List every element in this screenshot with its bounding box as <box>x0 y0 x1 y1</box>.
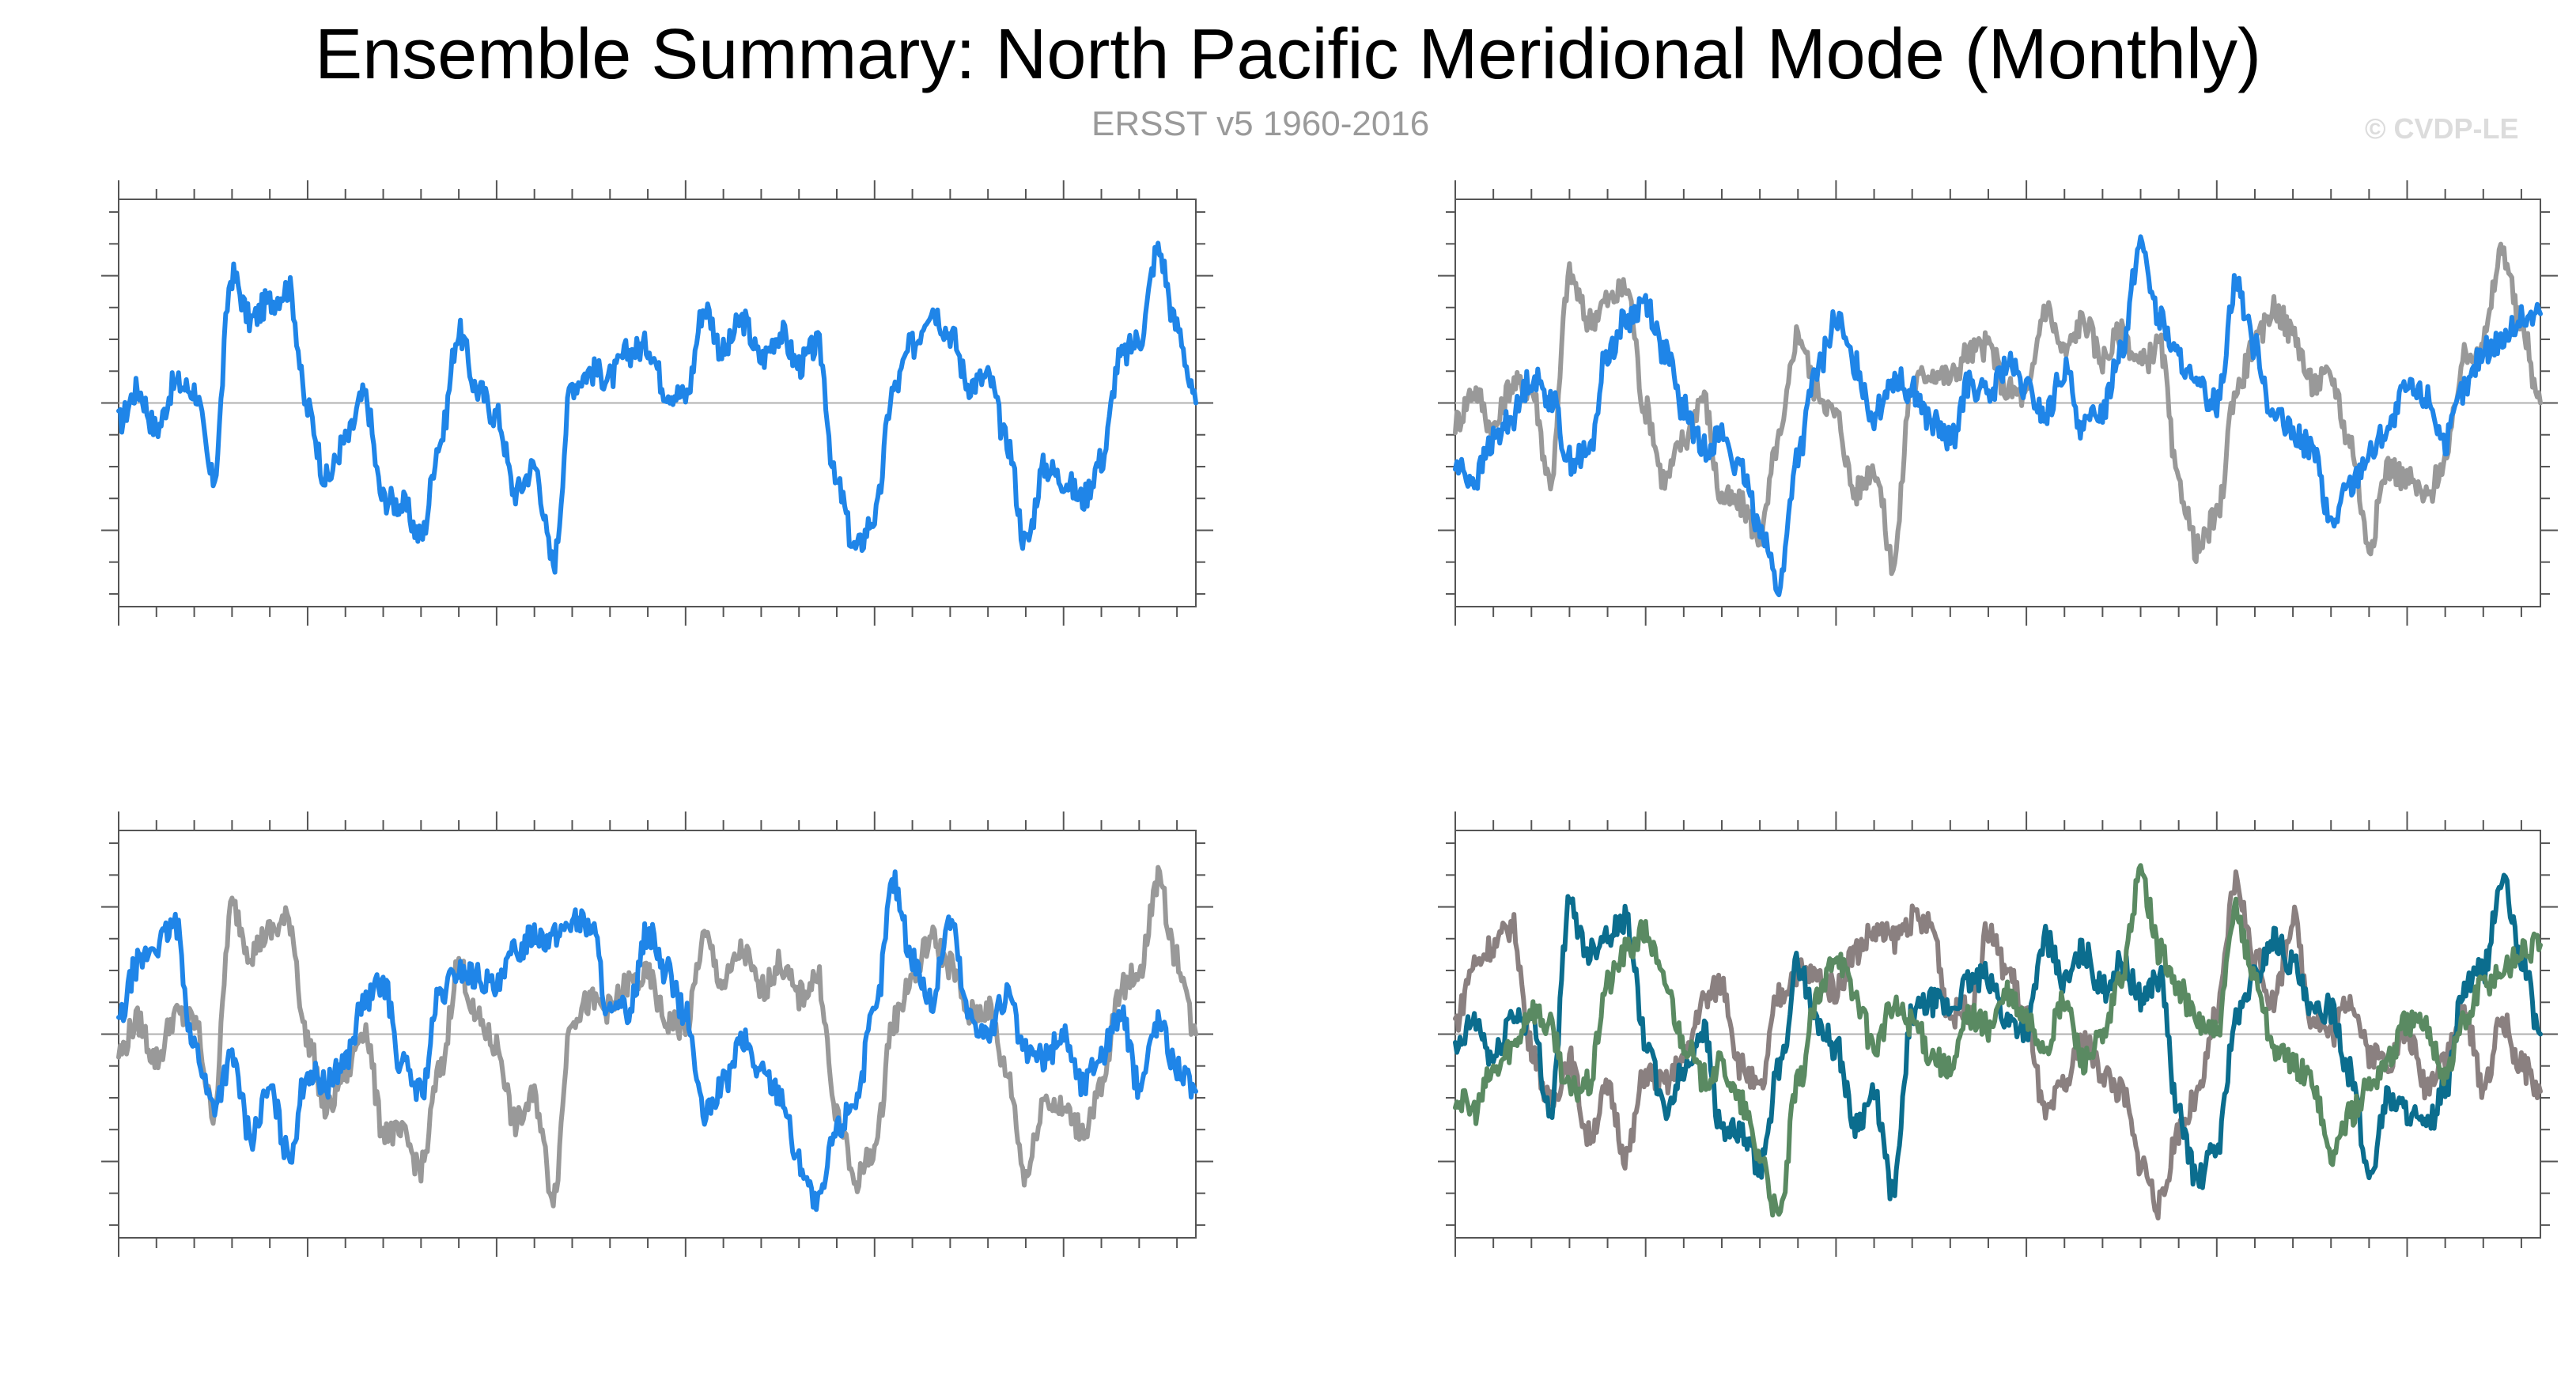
series-line <box>116 864 1198 1209</box>
observation-label: ERSST v5 1960-2016 <box>1091 104 1430 143</box>
figure-title: Ensemble Summary: North Pacific Meridion… <box>315 15 2261 94</box>
series-line <box>1453 869 2543 1221</box>
series-line <box>1453 241 2543 577</box>
series-line <box>116 240 1198 575</box>
series-line <box>1453 863 2543 1218</box>
chart-panel-4 <box>1438 811 2558 1257</box>
chart-panel-2 <box>1438 180 2558 626</box>
series-line <box>1453 234 2543 598</box>
series-line <box>116 869 1198 1212</box>
chart-panel-1 <box>101 180 1213 626</box>
cvdp-credit: © CVDP-LE <box>2365 112 2519 145</box>
chart-panel-3 <box>101 811 1213 1257</box>
